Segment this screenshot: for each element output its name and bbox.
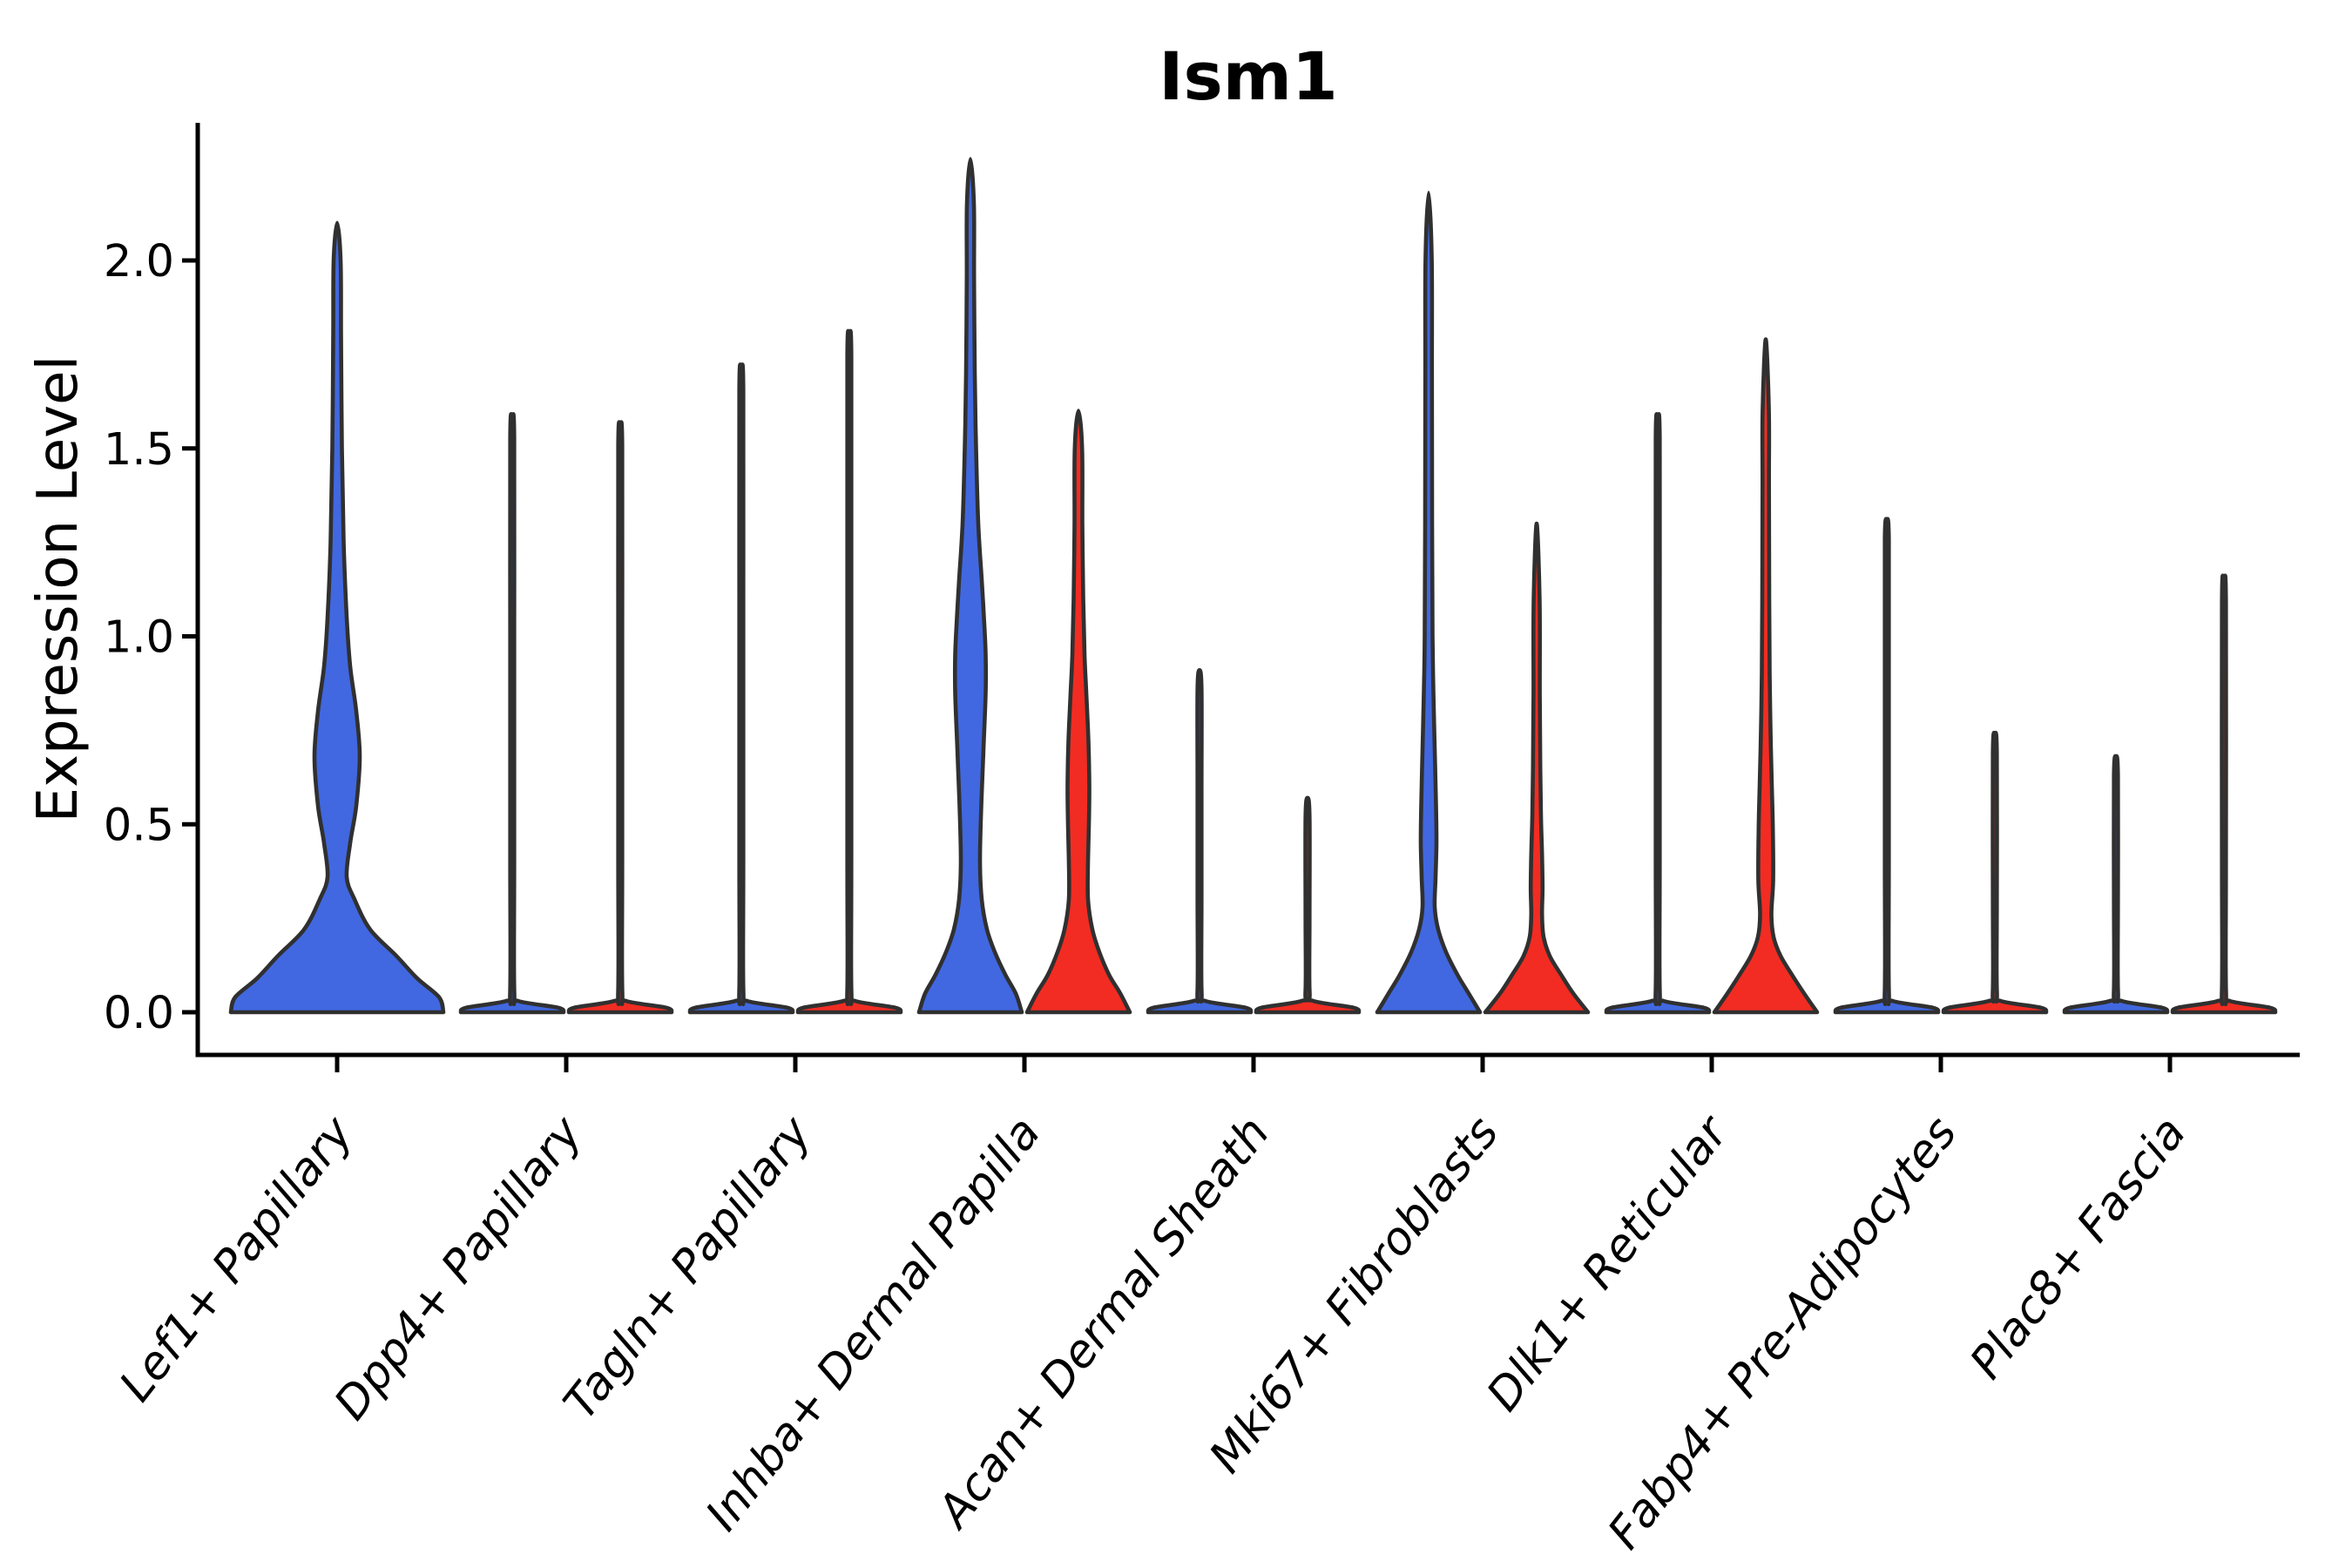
x-category-label-2: Tagln+ Papillary — [554, 1106, 822, 1429]
violin-inhba-blue — [916, 157, 1024, 1015]
violin-lef1-blue — [228, 220, 446, 1015]
violin-inhba-red — [1024, 409, 1132, 1015]
violin-acan-blue — [1146, 667, 1254, 1015]
y-axis-label: Expression Level — [26, 355, 91, 823]
violin-mki67-red — [1483, 521, 1591, 1015]
y-tick-label-0.0: 0.0 — [104, 988, 174, 1039]
violin-fabp4-blue — [1833, 517, 1941, 1015]
x-category-label-8: Plac8+ Fascia — [1960, 1107, 2196, 1389]
violin-tagln-red — [795, 328, 903, 1015]
violin-dlk1-red — [1712, 337, 1820, 1015]
violin-mki67-blue — [1375, 191, 1483, 1015]
violin-plac8-red — [2170, 573, 2278, 1015]
x-category-label-1: Dpp4+ Papillary — [325, 1106, 593, 1429]
violin-dlk1-blue — [1604, 412, 1712, 1015]
y-tick-label-1.5: 1.5 — [104, 424, 174, 476]
x-category-label-6: Dlk1+ Reticular — [1477, 1105, 1740, 1421]
y-tick-label-0.5: 0.5 — [104, 800, 174, 851]
axes-layer — [182, 123, 2300, 1072]
y-tick-label-2.0: 2.0 — [104, 236, 174, 287]
violin-dpp4-red — [566, 420, 674, 1015]
violin-tagln-blue — [687, 362, 795, 1015]
x-category-label-0: Lef1+ Papillary — [110, 1106, 364, 1411]
violin-plac8-blue — [2062, 754, 2170, 1015]
violin-fabp4-red — [1941, 730, 2049, 1015]
violin-dpp4-blue — [458, 412, 566, 1015]
y-tick-label-1.0: 1.0 — [104, 612, 174, 664]
violin-acan-red — [1254, 795, 1362, 1015]
chart-title: Ism1 — [1159, 37, 1338, 115]
violin-layer — [228, 157, 2278, 1015]
